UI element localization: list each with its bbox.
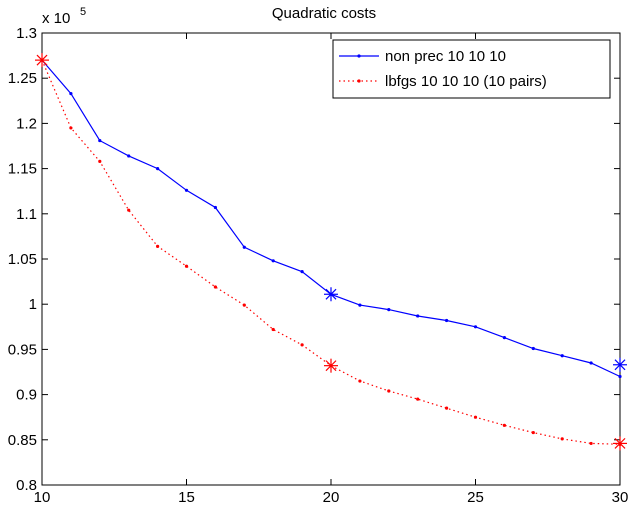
y-tick-label: 1.25 <box>8 70 37 87</box>
data-point <box>69 91 73 96</box>
data-point <box>531 346 535 351</box>
data-point <box>502 423 506 427</box>
data-point <box>127 208 131 212</box>
data-point <box>473 325 478 329</box>
data-point <box>560 354 564 358</box>
data-point <box>127 154 131 158</box>
data-point <box>184 264 189 268</box>
legend-marker <box>357 54 361 58</box>
y-tick-label: 1.1 <box>16 206 37 223</box>
data-point <box>416 314 420 318</box>
data-point <box>387 389 391 393</box>
data-point <box>300 343 304 347</box>
data-point <box>242 245 246 249</box>
data-point <box>358 303 362 307</box>
data-point <box>213 285 217 289</box>
data-point <box>98 138 102 143</box>
data-point <box>271 259 275 263</box>
highlight-marker <box>324 287 338 302</box>
y-tick-label: 0.8 <box>16 477 37 494</box>
x-tick-label: 30 <box>612 489 629 506</box>
legend-label: lbfgs 10 10 10 (10 pairs) <box>385 73 547 90</box>
legend-label: non prec 10 10 10 <box>385 48 506 65</box>
data-point <box>242 303 246 307</box>
data-point <box>98 159 102 163</box>
data-point <box>560 437 564 441</box>
data-point <box>445 318 449 323</box>
series-1 <box>40 58 627 379</box>
y-tick-label: 0.85 <box>8 432 37 449</box>
y-tick-label: 1.2 <box>16 115 37 132</box>
y-tick-label: 1.3 <box>16 25 37 42</box>
data-point <box>589 361 593 365</box>
highlight-marker <box>35 53 49 68</box>
series-line <box>41 59 621 445</box>
legend-box <box>332 39 611 99</box>
highlight-marker <box>613 357 627 372</box>
series-2 <box>35 53 627 451</box>
y-tick-label: 1.05 <box>8 251 37 268</box>
y-multiplier-exponent: 5 <box>80 6 86 18</box>
x-tick-label: 20 <box>323 489 340 506</box>
data-point <box>618 374 622 379</box>
data-point <box>300 270 304 274</box>
data-point <box>502 336 506 340</box>
data-point <box>416 397 420 401</box>
x-tick-label: 25 <box>467 489 484 506</box>
chart-title: Quadratic costs <box>272 5 376 22</box>
x-tick-label: 10 <box>34 489 51 506</box>
data-point <box>271 327 275 332</box>
data-point <box>589 441 593 446</box>
data-point <box>69 126 73 130</box>
data-point <box>473 415 478 419</box>
y-tick-label: 1 <box>29 296 37 313</box>
highlight-marker <box>613 436 627 451</box>
y-tick-label: 1.15 <box>8 161 37 178</box>
y-tick-label: 0.9 <box>16 387 37 404</box>
data-point <box>213 205 217 210</box>
legend-marker <box>357 79 361 83</box>
y-multiplier-label: x 10 <box>42 10 70 27</box>
data-point <box>156 167 160 171</box>
x-tick-label: 15 <box>178 489 195 506</box>
data-point <box>358 379 362 383</box>
data-point <box>156 244 160 248</box>
data-point <box>445 406 449 410</box>
data-point <box>184 188 189 192</box>
y-tick-label: 0.95 <box>8 341 37 358</box>
data-point <box>531 430 535 435</box>
data-point <box>387 308 391 312</box>
highlight-marker <box>324 358 338 373</box>
plot-area <box>41 32 621 486</box>
